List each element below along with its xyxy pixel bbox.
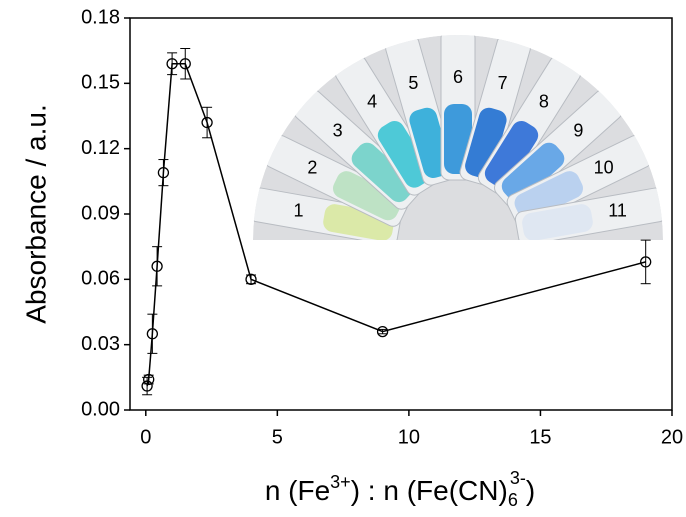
error-bar xyxy=(180,47,191,80)
tube-liquid xyxy=(332,171,402,221)
y-tick-label: 0.18 xyxy=(81,6,120,28)
inset-label: 11 xyxy=(608,201,627,221)
tube xyxy=(477,55,582,196)
inset-label: 8 xyxy=(539,91,549,111)
y-tick-label: 0.09 xyxy=(81,202,120,224)
data-point xyxy=(245,273,257,285)
y-tick-label: 0.03 xyxy=(81,333,120,355)
inset-label: 9 xyxy=(573,120,583,140)
y-tick-label: 0.06 xyxy=(81,268,120,290)
x-axis-label-part: n (Fe xyxy=(265,475,330,506)
x-tick-label: 10 xyxy=(398,426,420,448)
x-axis-label: n (Fe3+) : n (Fe(CN)63-) xyxy=(265,468,535,510)
inset-label: 7 xyxy=(498,73,508,93)
tube-liquid xyxy=(377,121,432,188)
x-axis-label-part: 3- xyxy=(510,468,526,488)
tube-liquid xyxy=(351,142,415,203)
tube xyxy=(514,187,663,240)
inset-label: 1 xyxy=(293,201,303,221)
x-axis-label-part: 6 xyxy=(508,490,518,510)
data-point xyxy=(146,328,159,340)
data-point xyxy=(640,256,652,268)
data-point xyxy=(157,166,170,179)
error-bar xyxy=(202,106,213,139)
error-bar xyxy=(152,246,163,287)
data-point xyxy=(166,58,178,70)
y-tick-label: 0.15 xyxy=(81,72,120,94)
x-tick-label: 20 xyxy=(661,426,683,448)
error-bar xyxy=(640,239,651,285)
error-bar xyxy=(158,159,169,187)
x-axis-label-part: ) xyxy=(526,475,535,506)
inset-label: 2 xyxy=(307,158,317,178)
data-point xyxy=(141,380,153,392)
x-tick-label: 15 xyxy=(529,426,551,448)
x-tick-label: 0 xyxy=(140,426,151,448)
data-point xyxy=(376,325,389,338)
tube-liquid xyxy=(522,204,593,240)
data-point xyxy=(201,116,213,129)
x-axis-label-part: ) : n (Fe(CN) xyxy=(351,475,508,506)
error-bar xyxy=(147,313,158,354)
tube-liquid xyxy=(514,171,584,221)
inset-label: 4 xyxy=(367,91,377,111)
error-bar xyxy=(377,328,388,335)
inset-label: 3 xyxy=(333,120,343,140)
inset-label: 5 xyxy=(408,73,418,93)
x-tick-label: 5 xyxy=(272,426,283,448)
error-bar xyxy=(167,52,178,76)
inset-label: 10 xyxy=(594,158,614,178)
data-point xyxy=(143,373,155,386)
y-axis-label: Absorbance / a.u. xyxy=(20,104,51,323)
data-point xyxy=(151,260,163,272)
inset-label: 6 xyxy=(453,67,463,87)
y-tick-label: 0.00 xyxy=(81,398,120,420)
tube-liquid xyxy=(484,121,539,188)
y-tick-label: 0.12 xyxy=(81,137,120,159)
tube-liquid xyxy=(465,107,507,179)
data-point xyxy=(179,58,191,70)
x-axis-label-part: 3+ xyxy=(330,472,351,492)
tube-liquid xyxy=(501,142,565,203)
